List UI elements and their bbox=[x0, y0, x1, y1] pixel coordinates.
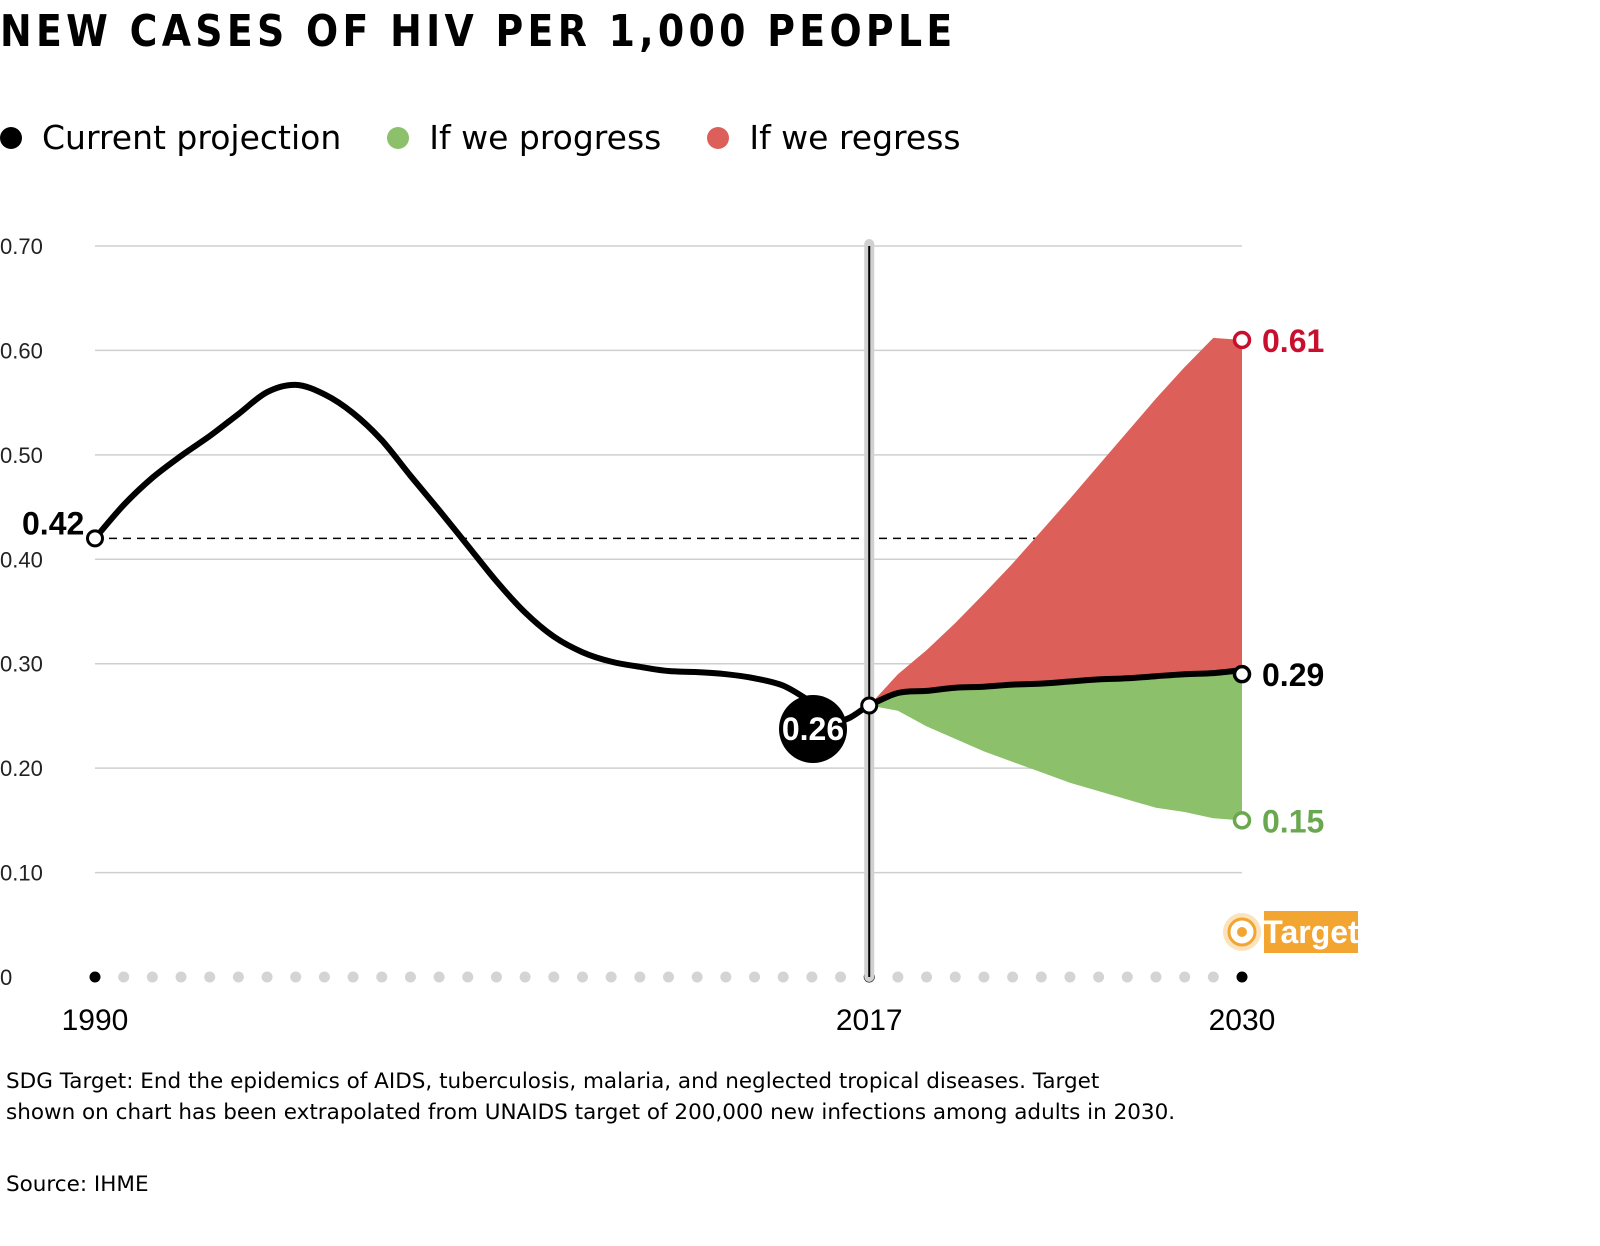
x-axis-dot bbox=[1236, 971, 1248, 983]
legend-label-current: Current projection bbox=[42, 118, 342, 157]
y-tick-label: 0 bbox=[0, 965, 12, 990]
legend: Current projection If we progress If we … bbox=[0, 118, 1007, 157]
x-axis-dot bbox=[1035, 971, 1047, 983]
legend-label-regress: If we regress bbox=[749, 118, 961, 157]
x-axis-dot bbox=[1093, 971, 1105, 983]
point-2030-0.29 bbox=[1232, 664, 1252, 684]
grid-layer: 0 0.10 0.20 0.30 0.40 0.50 0.60 0.70 1990 2017 203… bbox=[0, 234, 1275, 1037]
point-label-2030-0.15: 0.15 bbox=[1262, 803, 1324, 839]
badge-2017 bbox=[779, 695, 847, 763]
regress-area bbox=[869, 337, 1242, 706]
x-axis-dot bbox=[261, 971, 273, 983]
x-axis-dot bbox=[777, 971, 789, 983]
footnote: SDG Target: End the epidemics of AIDS, t… bbox=[6, 1066, 1175, 1128]
x-axis-dot bbox=[404, 971, 416, 983]
hiv-chart: 0 0.10 0.20 0.30 0.40 0.50 0.60 0.70 1990 2017 203… bbox=[0, 234, 1359, 1037]
target-icon-center bbox=[1237, 927, 1247, 937]
target-badge bbox=[1264, 911, 1358, 953]
legend-dot-progress bbox=[387, 126, 410, 149]
x-axis-dot bbox=[89, 971, 101, 983]
point-label-2030-0.29: 0.29 bbox=[1262, 657, 1324, 693]
x-axis-dot bbox=[691, 971, 703, 983]
x-tick-label: 2017 bbox=[836, 1004, 903, 1037]
x-axis-dot bbox=[490, 971, 502, 983]
point-2017 bbox=[860, 696, 879, 715]
legend-item-progress: If we progress bbox=[387, 118, 661, 157]
x-axis-dot bbox=[1121, 971, 1133, 983]
x-tick-label: 1990 bbox=[62, 1004, 129, 1037]
x-axis-dot bbox=[318, 971, 330, 983]
y-tick-label: 0.20 bbox=[0, 756, 43, 781]
y-tick-label: 0.60 bbox=[0, 338, 43, 363]
x-axis-dot bbox=[519, 971, 531, 983]
x-axis-dot bbox=[347, 971, 359, 983]
y-tick-label: 0.70 bbox=[0, 234, 43, 259]
point-1990 bbox=[86, 529, 104, 548]
chart-title: NEW CASES OF HIV PER 1,000 PEOPLE bbox=[0, 6, 957, 57]
legend-dot-regress bbox=[707, 126, 730, 149]
current-projection-line bbox=[92, 381, 1245, 724]
point-label-2030-0.61: 0.61 bbox=[1262, 323, 1324, 359]
y-tick-label: 0.30 bbox=[0, 652, 43, 677]
point-label-2017: 0.26 bbox=[782, 711, 844, 747]
x-axis-dot bbox=[290, 971, 302, 983]
x-axis-dot bbox=[949, 971, 961, 983]
x-axis-dot bbox=[462, 971, 474, 983]
x-axis-dot bbox=[1179, 971, 1191, 983]
x-axis-dot bbox=[548, 971, 560, 983]
x-axis-dot bbox=[175, 971, 187, 983]
legend-item-current: Current projection bbox=[0, 118, 341, 157]
x-axis-dot bbox=[892, 971, 904, 983]
x-axis-dot bbox=[433, 971, 445, 983]
x-axis-dot bbox=[576, 971, 588, 983]
dot-layer bbox=[86, 330, 1252, 830]
area-layer bbox=[869, 337, 1242, 821]
x-axis-dot bbox=[1007, 971, 1019, 983]
x-axis-dot bbox=[204, 971, 216, 983]
target-label: Target bbox=[1263, 914, 1359, 950]
y-tick-label: 0.40 bbox=[0, 547, 43, 572]
x-axis-dot bbox=[835, 971, 847, 983]
source-note: Source: IHME bbox=[6, 1172, 149, 1197]
x-axis-dot bbox=[605, 971, 617, 983]
footnote-line-1: SDG Target: End the epidemics of AIDS, t… bbox=[6, 1069, 1100, 1094]
x-axis-dot bbox=[1150, 971, 1162, 983]
progress-area bbox=[869, 670, 1242, 821]
y-tick-label: 0.50 bbox=[0, 443, 43, 468]
x-axis-dot bbox=[806, 971, 818, 983]
label-layer: 0.42 0.26 0.61 0.29 0.15 Target bbox=[22, 323, 1359, 953]
x-axis-dot bbox=[232, 971, 244, 983]
x-axis-dot bbox=[1064, 971, 1076, 983]
x-axis-dot bbox=[720, 971, 732, 983]
point-2030-0.61 bbox=[1232, 330, 1252, 350]
x-axis-dot bbox=[146, 971, 158, 983]
x-tick-label: 2030 bbox=[1209, 1004, 1276, 1037]
footnote-line-2: shown on chart has been extrapolated fro… bbox=[6, 1100, 1176, 1125]
line-layer bbox=[92, 381, 1245, 724]
x-axis-dot bbox=[978, 971, 990, 983]
legend-dot-current bbox=[0, 126, 22, 149]
x-axis-dot bbox=[663, 971, 674, 983]
point-label-1990: 0.42 bbox=[22, 505, 84, 541]
x-axis-dot bbox=[921, 971, 933, 983]
legend-label-progress: If we progress bbox=[429, 118, 662, 157]
legend-item-regress: If we regress bbox=[707, 118, 961, 157]
x-axis-dot bbox=[118, 971, 130, 983]
x-axis-dot bbox=[749, 971, 761, 983]
point-2030-0.15 bbox=[1232, 811, 1252, 830]
x-axis-dot bbox=[634, 971, 646, 983]
x-axis-dot bbox=[1207, 971, 1219, 983]
x-axis-dot bbox=[376, 971, 388, 983]
y-tick-label: 0.10 bbox=[0, 861, 43, 886]
